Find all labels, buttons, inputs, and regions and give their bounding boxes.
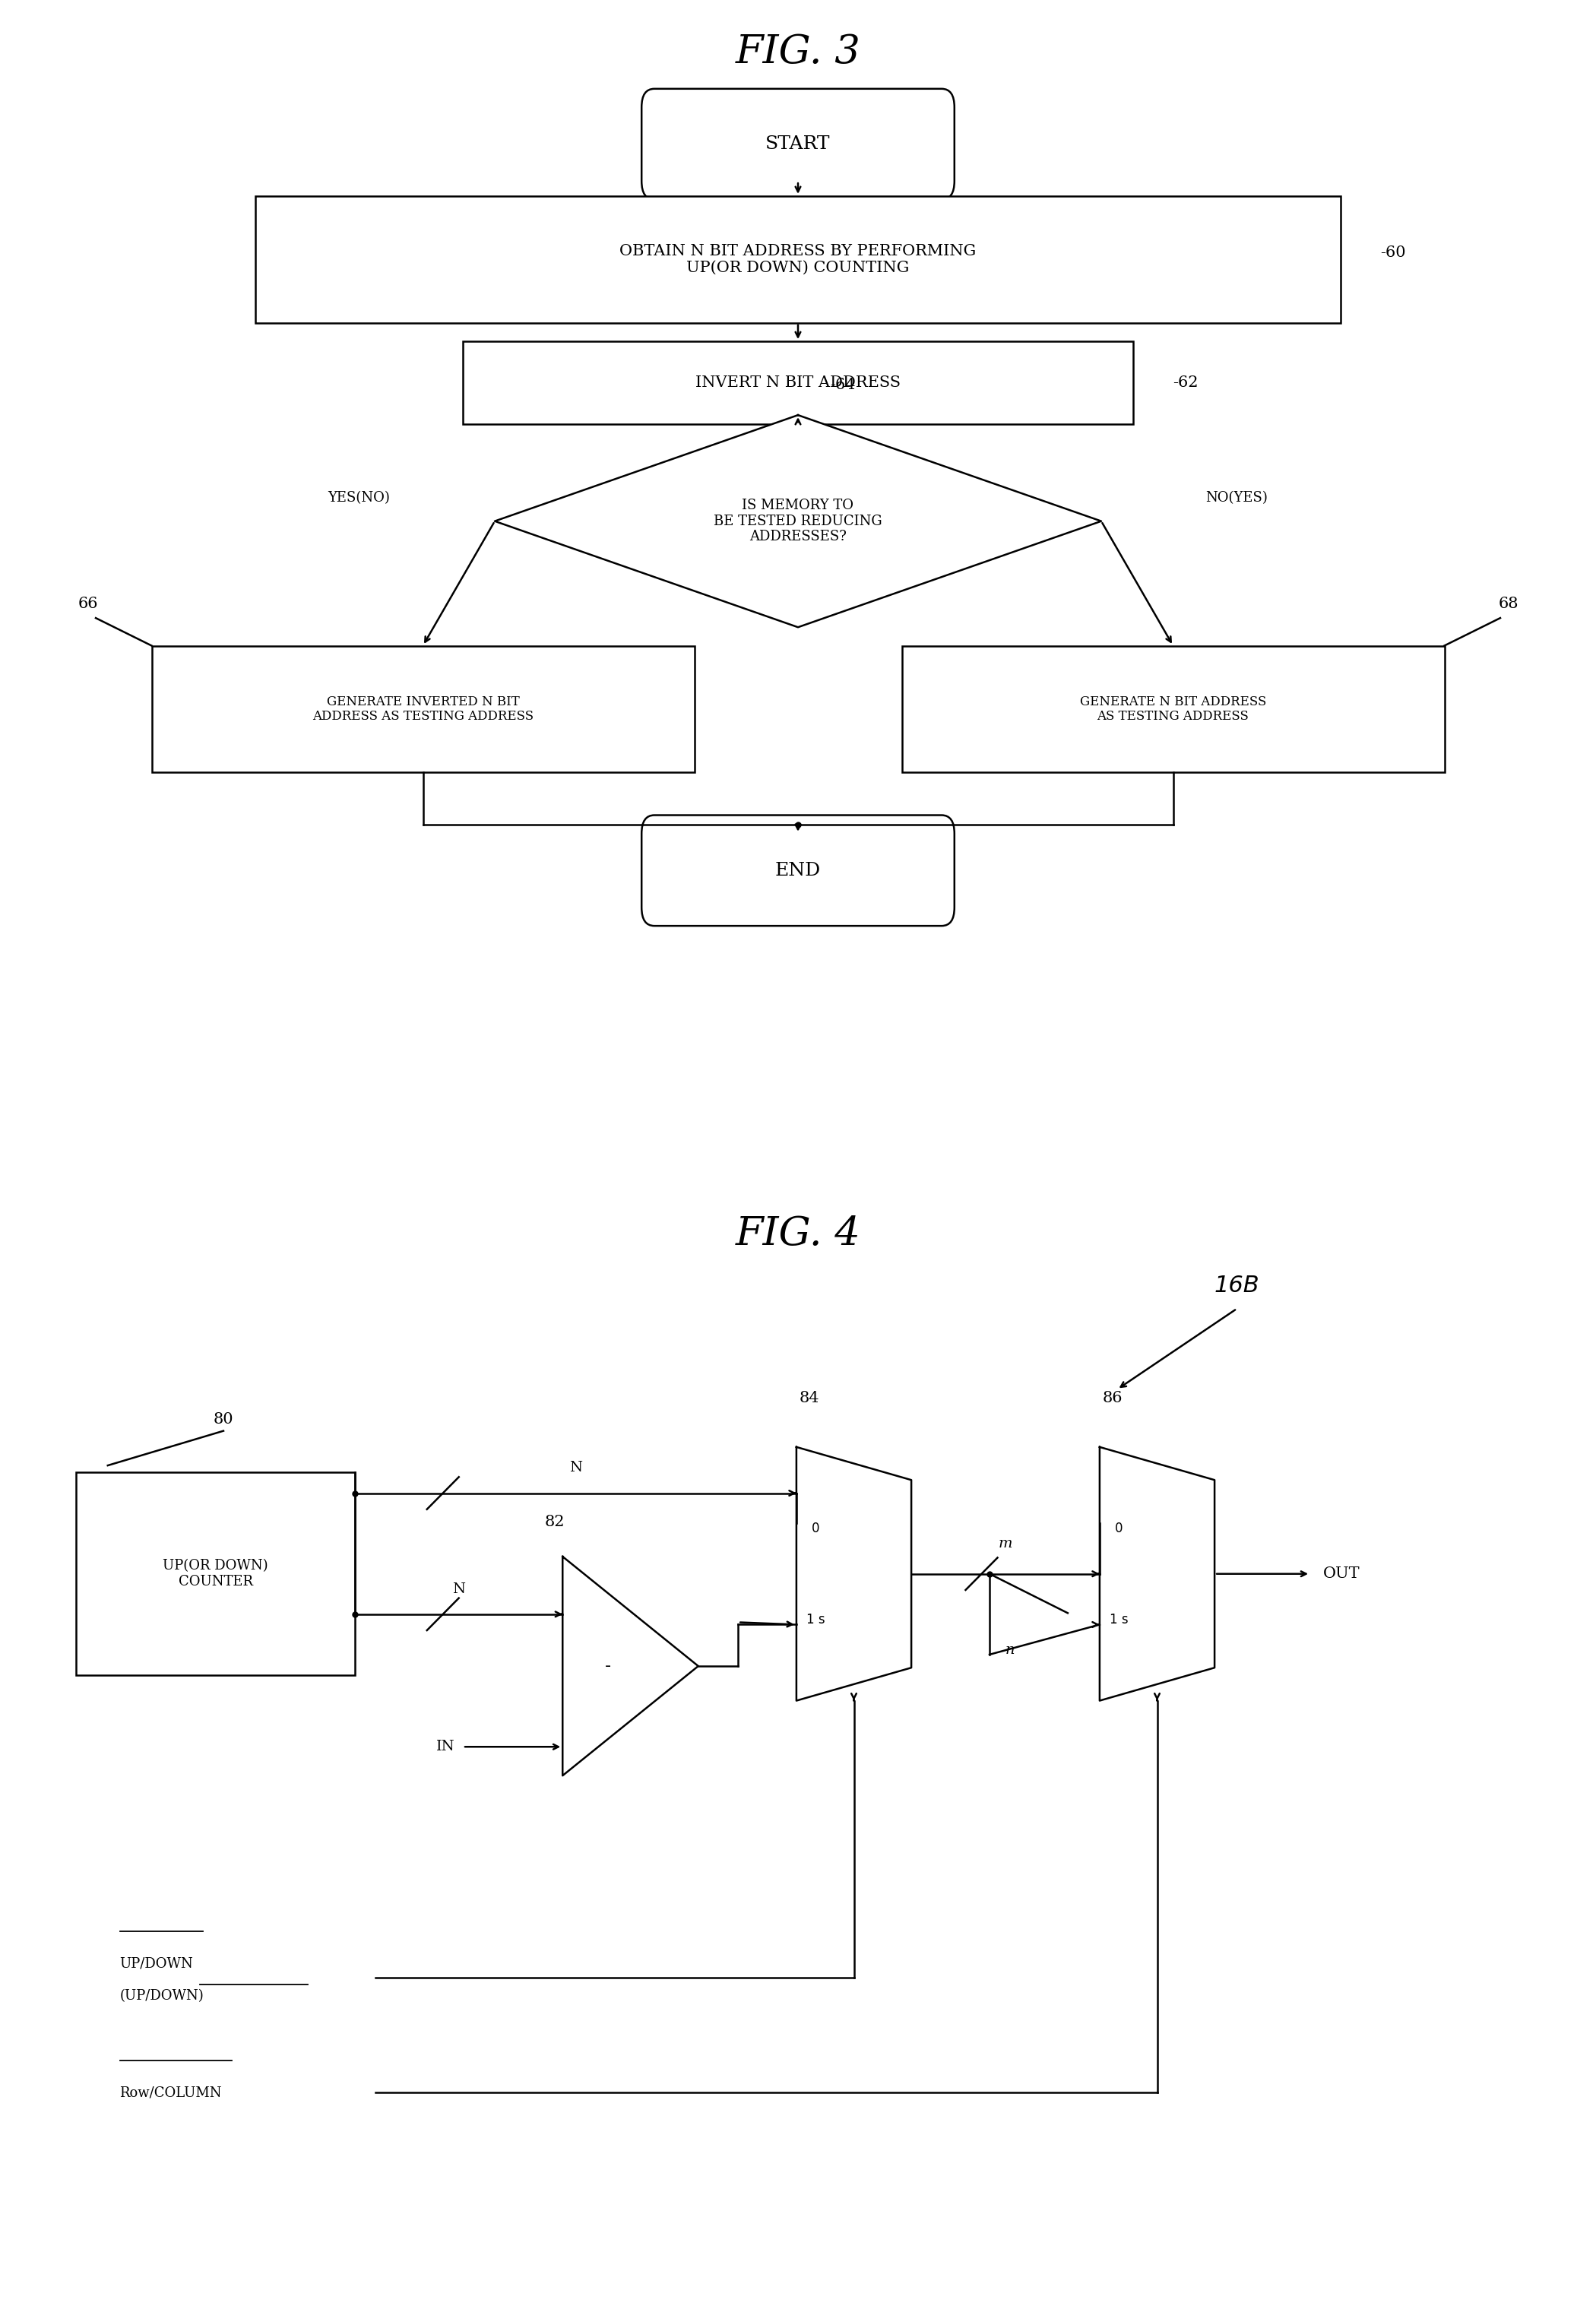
Text: 1 s: 1 s — [806, 1612, 825, 1626]
Text: N: N — [452, 1582, 466, 1596]
Text: NO(YES): NO(YES) — [1207, 491, 1267, 505]
Text: 80: 80 — [214, 1411, 233, 1425]
Text: 0: 0 — [1114, 1522, 1122, 1536]
Text: -64: -64 — [830, 378, 855, 392]
Text: -: - — [605, 1658, 611, 1674]
Text: IS MEMORY TO
BE TESTED REDUCING
ADDRESSES?: IS MEMORY TO BE TESTED REDUCING ADDRESSE… — [713, 498, 883, 544]
Bar — [77, 1471, 354, 1674]
Polygon shape — [495, 415, 1101, 627]
Text: UP(OR DOWN)
COUNTER: UP(OR DOWN) COUNTER — [163, 1559, 268, 1589]
Bar — [255, 196, 1341, 323]
Bar — [463, 341, 1133, 424]
Text: END: END — [776, 862, 820, 879]
Text: -62: -62 — [1173, 376, 1199, 390]
Text: 66: 66 — [78, 597, 97, 611]
Text: 86: 86 — [1103, 1391, 1124, 1407]
Text: Row/COLUMN: Row/COLUMN — [120, 2087, 222, 2098]
Text: INVERT N BIT ADDRESS: INVERT N BIT ADDRESS — [696, 376, 900, 390]
Text: n: n — [1005, 1642, 1015, 1656]
Text: GENERATE INVERTED N BIT
ADDRESS AS TESTING ADDRESS: GENERATE INVERTED N BIT ADDRESS AS TESTI… — [313, 694, 533, 724]
Text: FIG. 3: FIG. 3 — [736, 32, 860, 71]
Text: 68: 68 — [1499, 597, 1518, 611]
Text: OBTAIN N BIT ADDRESS BY PERFORMING
UP(OR DOWN) COUNTING: OBTAIN N BIT ADDRESS BY PERFORMING UP(OR… — [619, 244, 977, 274]
Text: 0: 0 — [811, 1522, 820, 1536]
Text: IN: IN — [436, 1741, 455, 1753]
Text: 16B: 16B — [1215, 1275, 1259, 1296]
Bar — [152, 646, 694, 773]
Text: OUT: OUT — [1323, 1566, 1360, 1582]
Text: 1 s: 1 s — [1109, 1612, 1128, 1626]
Polygon shape — [563, 1557, 699, 1776]
Text: FIG. 4: FIG. 4 — [736, 1215, 860, 1252]
Text: 84: 84 — [800, 1391, 820, 1407]
Text: 82: 82 — [544, 1515, 565, 1529]
Text: (UP/DOWN): (UP/DOWN) — [120, 1988, 204, 2002]
Text: UP/DOWN: UP/DOWN — [120, 1958, 193, 1969]
Text: N: N — [570, 1462, 583, 1476]
Text: START: START — [766, 136, 830, 152]
Bar — [902, 646, 1444, 773]
Text: m: m — [999, 1538, 1012, 1552]
Polygon shape — [1100, 1448, 1215, 1702]
FancyBboxPatch shape — [642, 814, 954, 925]
Text: -60: -60 — [1381, 244, 1406, 261]
Text: GENERATE N BIT ADDRESS
AS TESTING ADDRESS: GENERATE N BIT ADDRESS AS TESTING ADDRES… — [1080, 694, 1266, 724]
Polygon shape — [796, 1448, 911, 1702]
FancyBboxPatch shape — [642, 88, 954, 201]
Text: YES(NO): YES(NO) — [329, 491, 389, 505]
